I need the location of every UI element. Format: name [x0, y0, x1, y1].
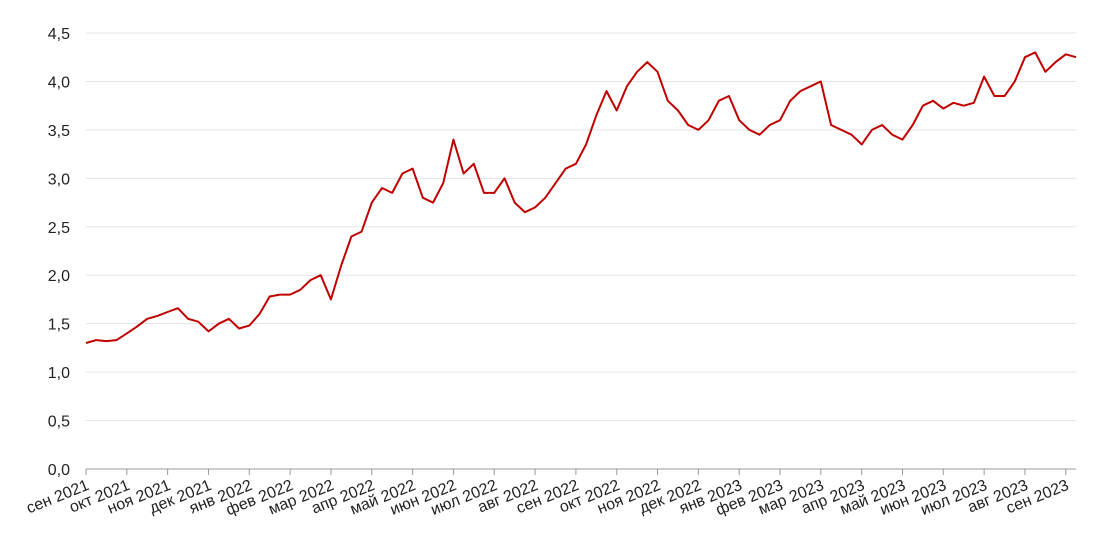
y-tick-label: 1,5 — [48, 317, 70, 334]
y-tick-label: 0,0 — [48, 462, 70, 479]
data-line — [85, 51, 1077, 344]
y-tick-label: 1,0 — [48, 365, 70, 382]
y-tick-label: 2,0 — [48, 268, 70, 285]
y-tick-label: 3,5 — [48, 123, 70, 140]
y-tick-label: 4,5 — [48, 26, 70, 43]
y-tick-label: 2,5 — [48, 220, 70, 237]
y-tick-label: 4,0 — [48, 74, 70, 91]
y-tick-label: 0,5 — [48, 414, 70, 431]
y-tick-label: 3,0 — [48, 171, 70, 188]
